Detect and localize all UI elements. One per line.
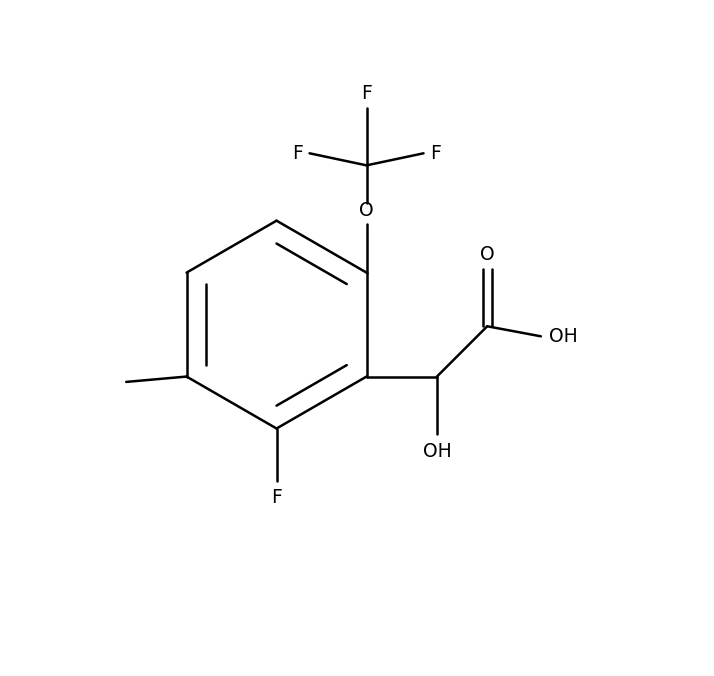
Text: OH: OH	[549, 327, 578, 346]
Text: F: F	[292, 144, 303, 163]
Text: F: F	[271, 487, 282, 506]
Text: O: O	[359, 201, 374, 220]
Text: F: F	[361, 84, 372, 103]
Text: F: F	[431, 144, 441, 163]
Text: OH: OH	[423, 441, 451, 460]
Text: O: O	[480, 245, 495, 264]
